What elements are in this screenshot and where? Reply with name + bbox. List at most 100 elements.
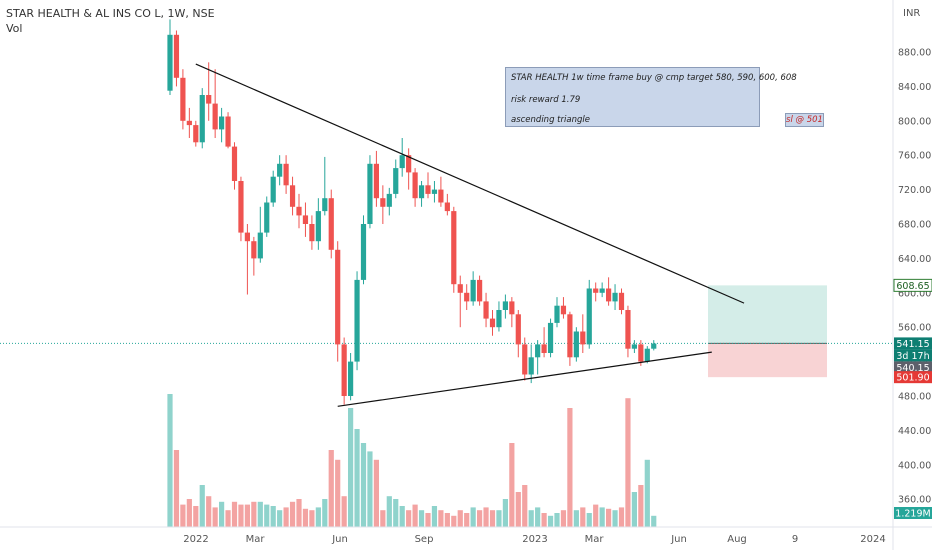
candle-body [367, 163, 373, 224]
candle-body [302, 215, 309, 224]
y-tick-label: 440.00 [898, 426, 931, 437]
y-tick-label: 360.00 [898, 495, 931, 506]
candle-body [464, 292, 470, 302]
candle-body [206, 95, 212, 104]
volume-bar [412, 504, 418, 527]
volume-bar [489, 510, 496, 527]
volume-bar [257, 501, 263, 527]
x-tick-label: 2022 [183, 534, 208, 545]
candle-body [425, 185, 431, 194]
x-tick-label: Sep [415, 534, 434, 545]
volume-bar [206, 496, 212, 527]
candle-body [199, 95, 205, 143]
candle-body [567, 314, 573, 358]
candle-body [599, 288, 605, 293]
candle-body [231, 146, 238, 181]
trendline-upper[interactable] [195, 63, 745, 304]
volume-bar [464, 513, 470, 527]
candle-body [618, 292, 625, 310]
volume-bar [528, 510, 534, 527]
candle-body [535, 344, 541, 358]
candle-body [451, 211, 457, 285]
volume-bar [483, 507, 489, 527]
candle-body [341, 344, 347, 396]
price-tag-label: 541.15 [896, 339, 929, 350]
stop-zone[interactable] [708, 343, 827, 378]
y-tick-label: 480.00 [898, 392, 931, 403]
x-tick-label: 9 [792, 534, 798, 545]
candle-body [522, 344, 528, 375]
volume-bars [167, 394, 657, 527]
symbol-title[interactable]: STAR HEALTH & AL INS CO L, 1W, NSE [6, 7, 215, 20]
price-tag-label: 540.15 [896, 363, 929, 374]
candle-body [354, 279, 360, 362]
y-tick-label: 760.00 [898, 151, 931, 162]
volume-bar [406, 510, 412, 527]
volume-bar [586, 513, 592, 527]
price-tag-label: 3d 17h [896, 351, 929, 362]
volume-bar [509, 443, 515, 527]
candle-body [399, 155, 405, 169]
volume-bar [431, 506, 438, 527]
candle-body [186, 120, 192, 126]
trade-note[interactable]: STAR HEALTH 1w time frame buy @ cmp targ… [505, 67, 797, 127]
y-tick-label: 800.00 [898, 116, 931, 127]
candle-body [541, 344, 547, 353]
candle-body [457, 284, 463, 293]
candle-body [573, 331, 579, 358]
volume-bar [277, 510, 283, 527]
candle-body [386, 193, 392, 207]
volume-bar [496, 510, 502, 527]
price-tag-last [894, 337, 932, 350]
volume-bar [309, 510, 315, 527]
target-zone[interactable] [708, 285, 827, 344]
volume-bar [348, 408, 354, 527]
x-tick-label: 2023 [522, 534, 547, 545]
x-tick-label: Aug [727, 534, 747, 545]
price-tag-prev [894, 361, 932, 374]
volume-bar [173, 450, 180, 527]
y-tick-label: 640.00 [898, 254, 931, 265]
candle-body [225, 116, 231, 147]
volume-bar [644, 459, 650, 527]
position-zones [0, 285, 893, 378]
candle-body [418, 185, 425, 199]
volume-bar [631, 492, 637, 527]
candle-body [554, 305, 560, 323]
stop-loss-note[interactable]: sl @ 501 [785, 113, 824, 127]
candle-body [644, 348, 650, 362]
volume-bar [573, 510, 579, 527]
candle-body [380, 198, 386, 207]
volume-bar [289, 501, 296, 527]
candle-body [251, 241, 257, 259]
volume-bar [186, 499, 192, 527]
volume-bar [393, 499, 399, 527]
y-tick-label: 880.00 [898, 48, 931, 59]
price-tag-label: 501.90 [896, 373, 929, 384]
volume-bar [283, 507, 289, 527]
volume-bar [341, 496, 347, 527]
volume-bar [547, 515, 554, 527]
candle-body [360, 224, 367, 280]
candle-body [315, 211, 321, 242]
candle-body [180, 77, 186, 121]
volume-bar [457, 510, 463, 527]
currency-label: INR [903, 8, 921, 19]
price-tag-countdown [894, 349, 932, 362]
candle-body [515, 314, 521, 345]
trendline-lower[interactable] [337, 351, 712, 407]
volume-bar [270, 506, 276, 527]
candle-body [328, 198, 334, 250]
volume-bar [335, 459, 341, 527]
y-tick-label: 560.00 [898, 323, 931, 334]
volume-bar [651, 515, 657, 527]
candle-body [270, 176, 276, 203]
volume-bar [212, 507, 218, 527]
volume-bar [560, 510, 567, 527]
candle-body [580, 331, 586, 345]
volume-bar [625, 398, 631, 527]
trendlines[interactable] [195, 63, 745, 407]
